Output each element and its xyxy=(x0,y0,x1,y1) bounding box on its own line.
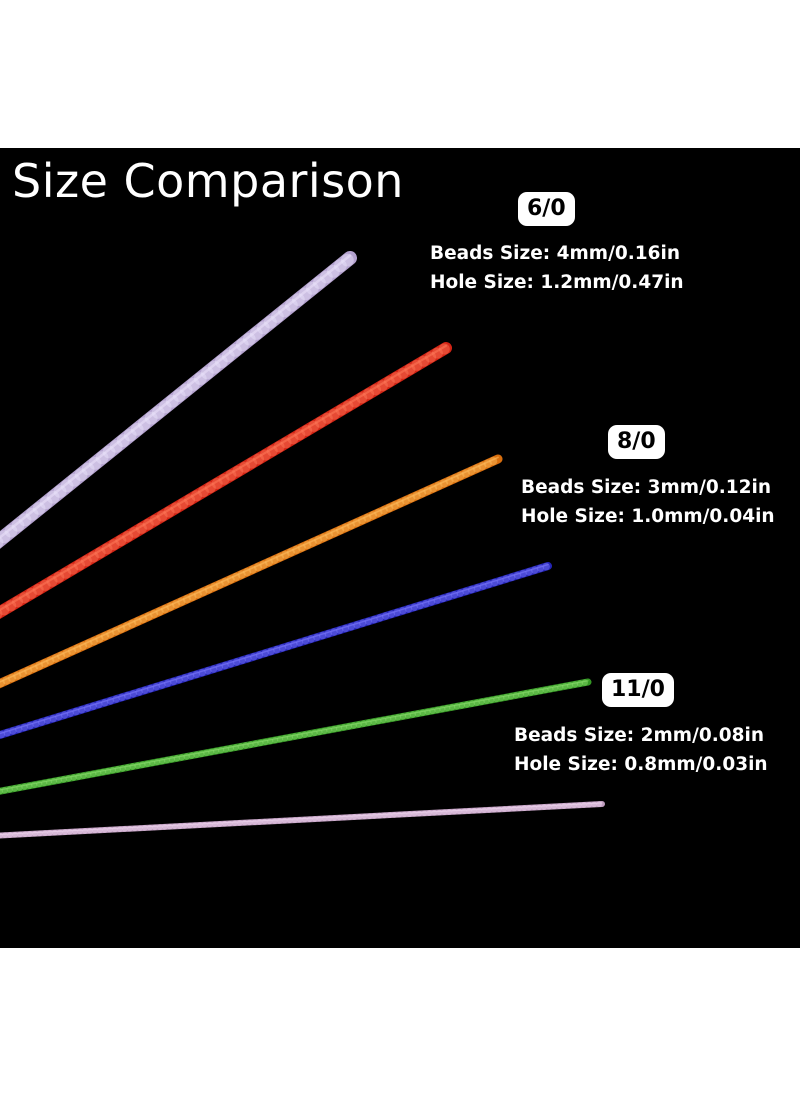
beads-size-label: Beads Size: 4mm/0.16in xyxy=(430,243,680,264)
size-badge-8-0: 8/0 xyxy=(608,425,665,459)
hole-size-label: Hole Size: 1.0mm/0.04in xyxy=(521,506,775,527)
beads-size-label: Beads Size: 2mm/0.08in xyxy=(514,725,764,746)
size-spec-11-0: Beads Size: 2mm/0.08in Hole Size: 0.8mm/… xyxy=(514,721,768,779)
hole-size-label: Hole Size: 1.2mm/0.47in xyxy=(430,272,684,293)
bead-strand-orange xyxy=(0,454,503,689)
size-spec-8-0: Beads Size: 3mm/0.12in Hole Size: 1.0mm/… xyxy=(521,473,775,531)
bead-strand-pink xyxy=(0,801,605,839)
hole-size-label: Hole Size: 0.8mm/0.03in xyxy=(514,754,768,775)
bead-strand-blue xyxy=(0,562,552,740)
beads-size-label: Beads Size: 3mm/0.12in xyxy=(521,477,771,498)
bead-strand-red xyxy=(0,342,452,620)
bead-strands-illustration xyxy=(0,251,605,839)
size-spec-6-0: Beads Size: 4mm/0.16in Hole Size: 1.2mm/… xyxy=(430,239,684,297)
size-badge-6-0: 6/0 xyxy=(518,192,575,226)
bead-strand-green xyxy=(0,678,592,795)
page-title: Size Comparison xyxy=(12,154,404,208)
bead-strand-lavender xyxy=(0,251,357,549)
size-badge-11-0: 11/0 xyxy=(602,673,674,707)
product-image-panel: Size Comparison 6/0 Beads Size: 4mm/0.16… xyxy=(0,148,800,948)
